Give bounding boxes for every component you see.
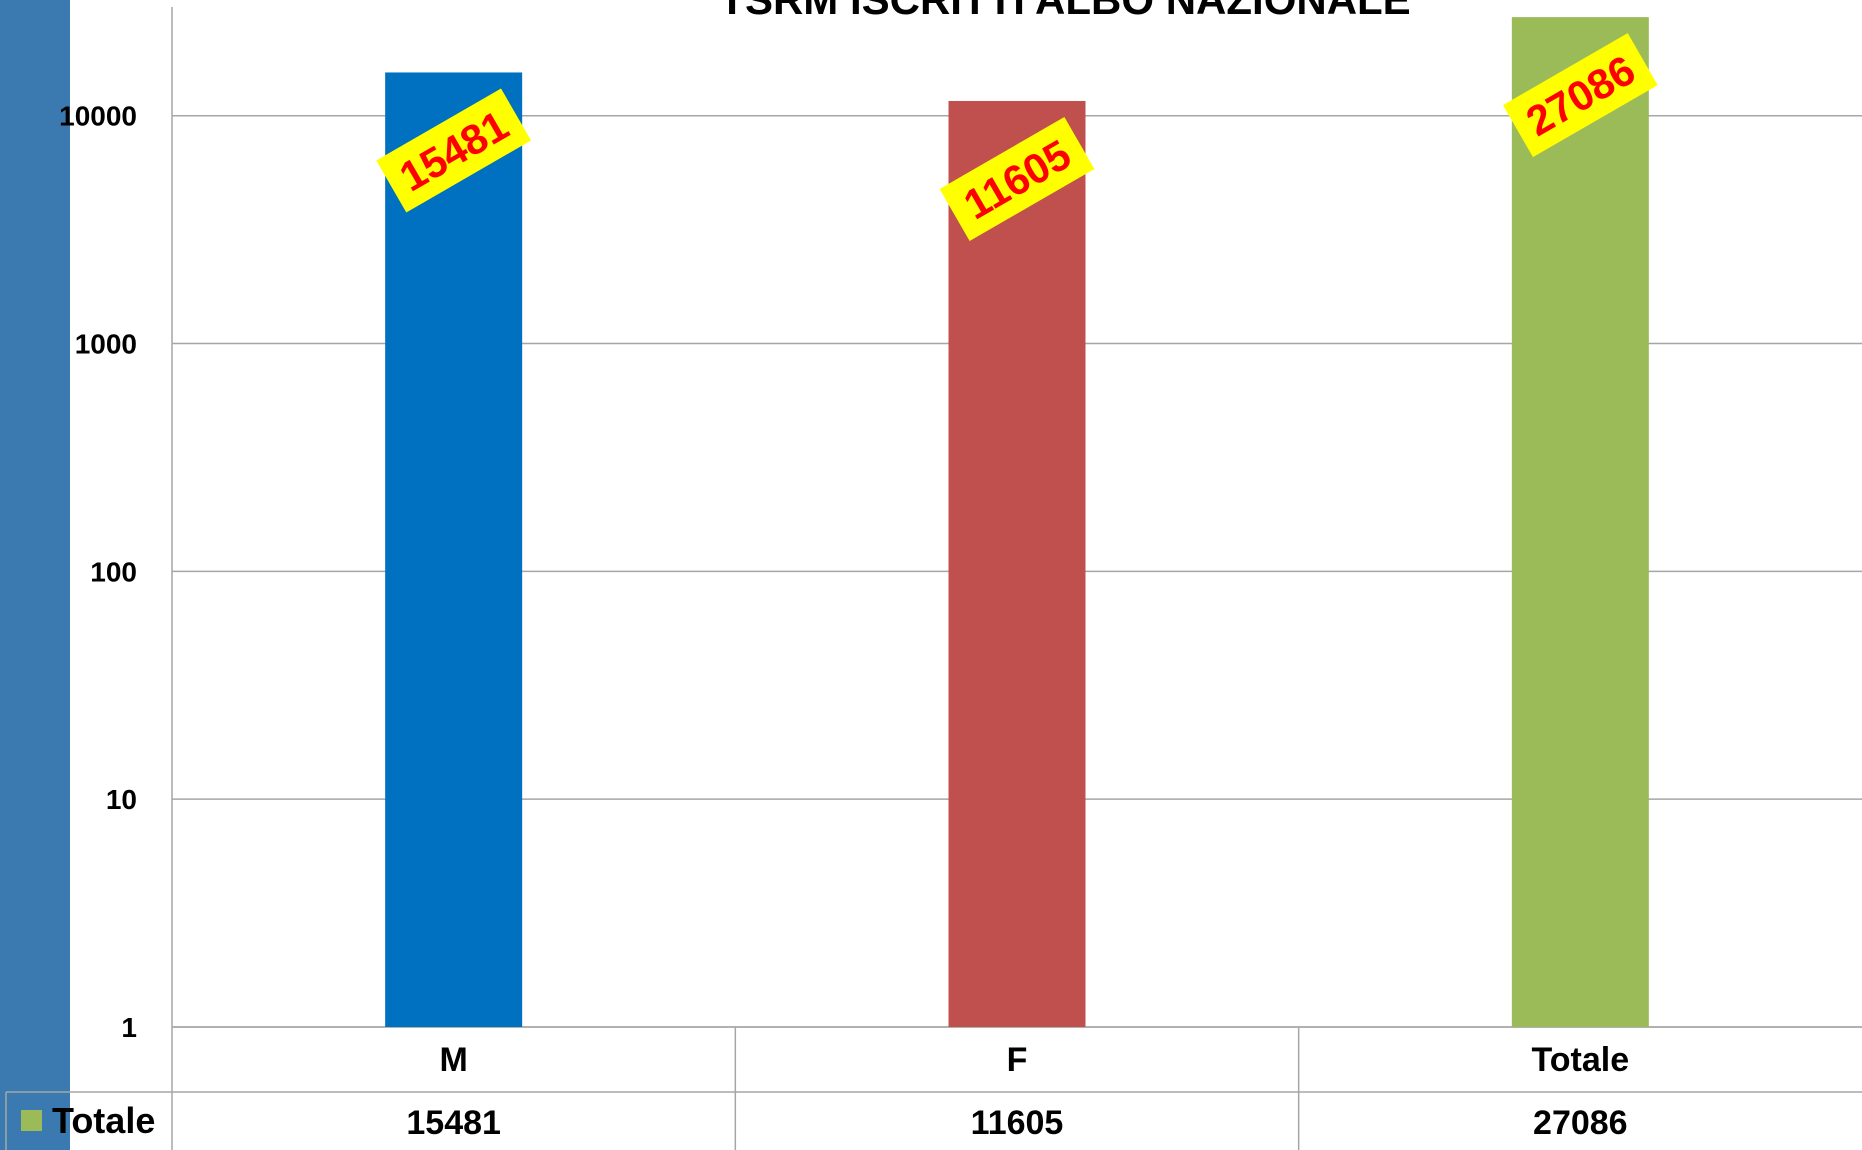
table-value: 27086 — [1533, 1104, 1628, 1142]
bar — [385, 72, 522, 1027]
y-tick-label: 10 — [106, 784, 137, 815]
chart-title: TSRM ISCRITTI ALBO NAZIONALE — [719, 0, 1410, 23]
y-tick-label: 100 — [90, 556, 137, 587]
y-tick-label: 10000 — [59, 101, 137, 132]
table-value: 15481 — [406, 1104, 501, 1142]
y-tick-label: 1 — [121, 1012, 137, 1043]
x-tick-label: Totale — [1532, 1041, 1630, 1079]
side-strip — [0, 0, 70, 1150]
bar — [1512, 17, 1649, 1027]
page: TSRM ISCRITTI ALBO NAZIONALE 1 10 100 1000 1… — [0, 0, 1862, 1150]
chart: TSRM ISCRITTI ALBO NAZIONALE 1 10 100 1000 1… — [0, 0, 1862, 1150]
table-value: 11605 — [971, 1104, 1064, 1142]
x-tick-label: F — [1007, 1041, 1028, 1079]
legend-key — [21, 1110, 42, 1131]
y-tick-label: 1000 — [75, 329, 137, 360]
legend-label: Totale — [52, 1100, 155, 1141]
x-tick-label: M — [440, 1041, 468, 1079]
